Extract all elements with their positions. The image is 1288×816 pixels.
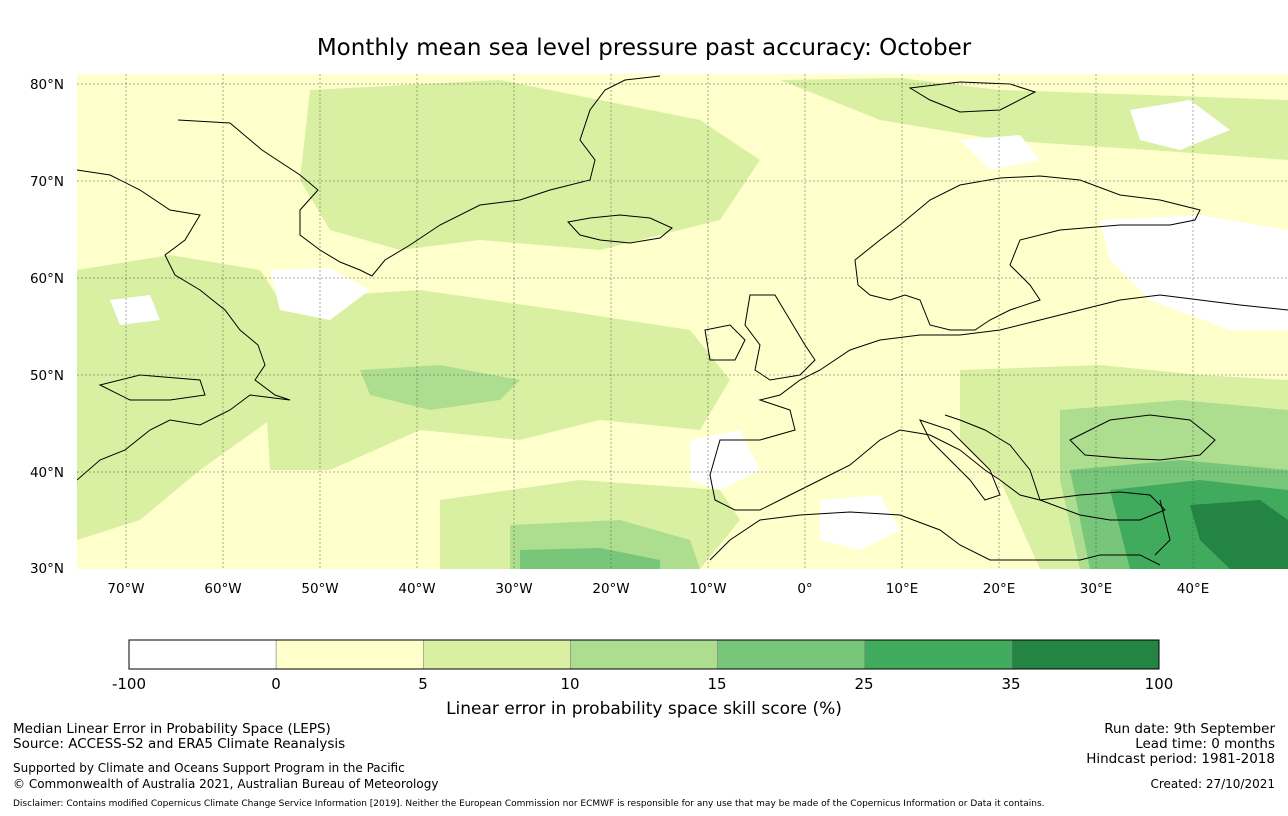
lat-label: 60°N [30, 271, 64, 287]
lon-label: 50°W [301, 581, 338, 597]
lon-label: 0° [797, 581, 812, 597]
lon-label: 30°E [1080, 581, 1112, 597]
colorbar-swatch [570, 639, 718, 670]
colorbar-swatches [128, 639, 1160, 670]
skill-patches [77, 78, 1288, 569]
latitude-labels: 80°N 70°N 60°N 50°N 40°N 30°N [30, 77, 64, 577]
lon-label: 20°E [983, 581, 1015, 597]
lon-label: 20°W [592, 581, 629, 597]
footer-copyright: © Commonwealth of Australia 2021, Austra… [13, 777, 439, 791]
colorbar-swatch [717, 639, 866, 670]
colorbar-tick-label: 100 [1145, 675, 1174, 693]
skill-score-field [77, 74, 1288, 569]
colorbar-swatch [275, 639, 424, 670]
colorbar-tick-label: 25 [854, 675, 873, 693]
colorbar-tick-label: 5 [418, 675, 428, 693]
footer-support: Supported by Climate and Oceans Support … [13, 761, 405, 775]
footer-source: Source: ACCESS-S2 and ERA5 Climate Reana… [13, 736, 346, 752]
lon-label: 60°W [204, 581, 241, 597]
lead-time: Lead time: 0 months [1135, 736, 1275, 752]
lon-label: 30°W [495, 581, 532, 597]
lon-label: 40°W [398, 581, 435, 597]
lat-label: 70°N [30, 174, 64, 190]
footer-method: Median Linear Error in Probability Space… [13, 721, 331, 737]
colorbar-tick-label: -100 [112, 675, 146, 693]
colorbar-tick-labels: -100 0 5 10 15 25 35 100 [112, 675, 1173, 693]
colorbar-swatch [1011, 639, 1160, 670]
lat-label: 30°N [30, 561, 64, 577]
map-panel: 80°N 70°N 60°N 50°N 40°N 30°N 70°W 60°W … [30, 74, 1288, 597]
colorbar-tick-label: 10 [560, 675, 579, 693]
lat-label: 80°N [30, 77, 64, 93]
run-date: Run date: 9th September [1104, 721, 1275, 737]
lon-label: 10°E [886, 581, 918, 597]
map-title: Monthly mean sea level pressure past acc… [316, 35, 972, 61]
lat-label: 40°N [30, 465, 64, 481]
disclaimer: Disclaimer: Contains modified Copernicus… [13, 799, 1045, 809]
gridlines [77, 74, 1288, 569]
hindcast-period: Hindcast period: 1981-2018 [1086, 751, 1275, 767]
colorbar-tick-label: 15 [707, 675, 726, 693]
lon-label: 70°W [107, 581, 144, 597]
colorbar-swatch [128, 639, 277, 670]
created-date: Created: 27/10/2021 [1150, 777, 1275, 791]
lon-label: 10°W [689, 581, 726, 597]
colorbar-swatch [864, 639, 1013, 670]
colorbar-tick-label: 0 [271, 675, 281, 693]
colorbar: -100 0 5 10 15 25 35 100 [112, 639, 1173, 693]
colorbar-swatch [422, 639, 571, 670]
coastlines [77, 75, 1288, 566]
lat-label: 50°N [30, 368, 64, 384]
longitude-labels: 70°W 60°W 50°W 40°W 30°W 20°W 10°W 0° 10… [107, 581, 1209, 597]
lon-label: 40°E [1177, 581, 1209, 597]
colorbar-tick-label: 35 [1001, 675, 1020, 693]
colorbar-frame [128, 639, 1160, 670]
colorbar-label: Linear error in probability space skill … [446, 699, 842, 719]
